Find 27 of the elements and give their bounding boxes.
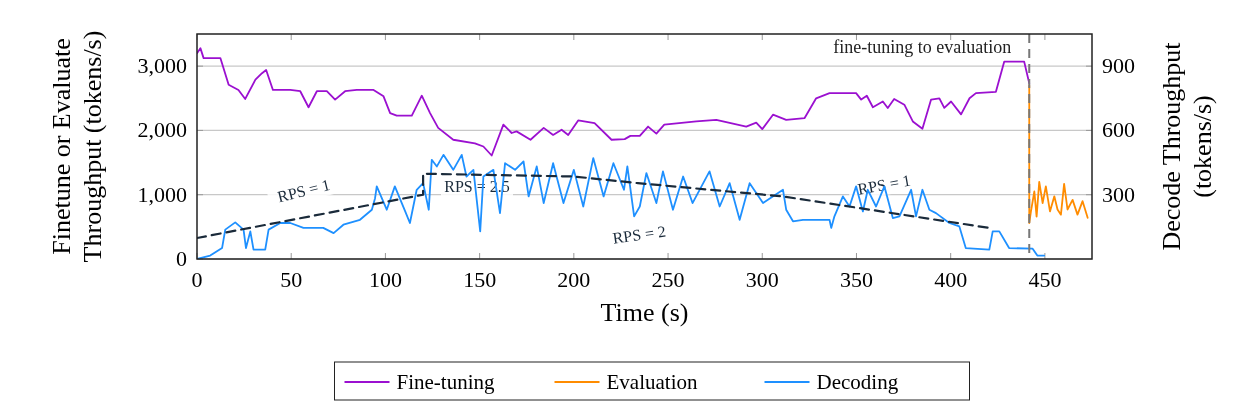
legend-label: Evaluation <box>606 370 698 394</box>
y2-tick-label: 300 <box>1102 181 1135 207</box>
x-tick-label: 200 <box>557 267 591 292</box>
legend-label: Fine-tuning <box>396 370 495 394</box>
legend-label: Decoding <box>816 370 899 394</box>
y-tick-label: 3,000 <box>137 53 187 79</box>
y2-axis-title: Decode Throughput (tokens/s) <box>1156 41 1217 251</box>
y2-tick-label: 600 <box>1102 117 1135 143</box>
x-tick-label: 400 <box>934 267 968 292</box>
y-tick-label: 2,000 <box>137 117 187 143</box>
ref-line-label: fine-tuning to evaluation <box>833 37 1012 57</box>
annotation: RPS = 2 <box>611 222 667 247</box>
line-series <box>197 153 1046 259</box>
x-tick-label: 300 <box>745 267 779 292</box>
x-tick-label: 450 <box>1028 267 1062 292</box>
x-tick-label: 50 <box>280 267 303 292</box>
x-tick-label: 350 <box>839 267 873 292</box>
y-tick-label: 1,000 <box>137 181 187 207</box>
y-axis-title: Finetune or Evaluate Throughput (tokens/s) <box>46 30 107 263</box>
x-tick-label: 250 <box>651 267 685 292</box>
x-tick-label: 0 <box>191 267 203 292</box>
y2-tick-label: 900 <box>1102 53 1135 79</box>
x-axis-title: Time (s) <box>600 298 689 327</box>
x-tick-label: 100 <box>368 267 402 292</box>
x-tick-label: 150 <box>463 267 497 292</box>
annotation: RPS = 1 <box>275 175 332 206</box>
y-tick-label: 0 <box>176 246 187 271</box>
